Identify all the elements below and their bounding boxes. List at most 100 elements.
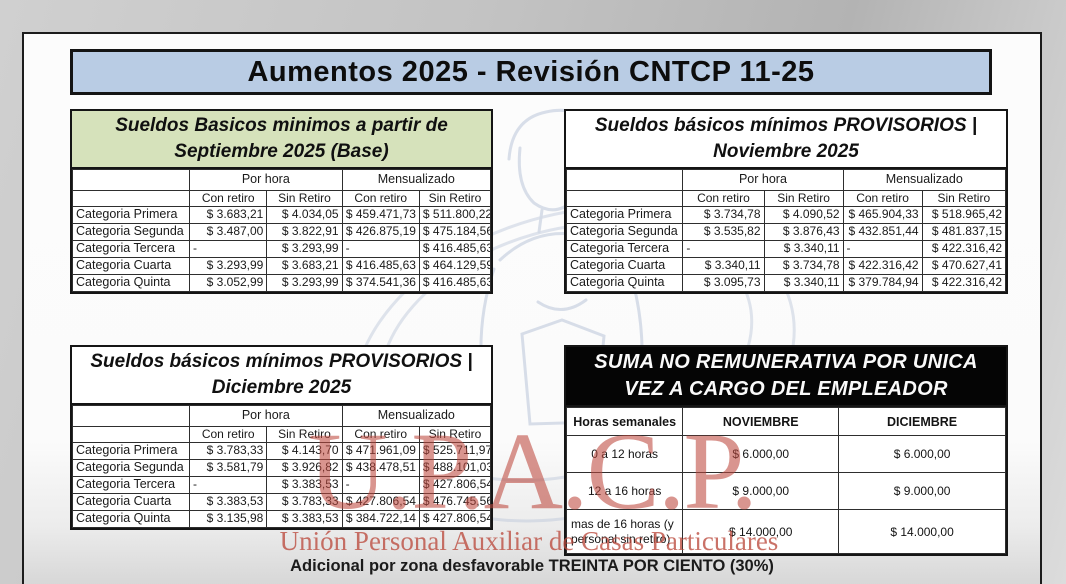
cell: $ 426.875,19 [341, 223, 420, 241]
cell: $ 9.000,00 [838, 472, 1006, 510]
cell: $ 525.711,97 [418, 442, 492, 460]
cell: $ 3.340,11 [682, 257, 765, 275]
cell: $ 379.784,94 [842, 274, 923, 292]
table-base: Sueldos Basicos minimos a partir de Sept… [70, 109, 493, 294]
table-row: 12 a 16 horas $ 9.000,00 $ 9.000,00 [565, 472, 1006, 510]
table-row: Categoria Quinta $ 3.135,98 $ 3.383,53 $… [71, 510, 492, 528]
cell: $ 432.851,44 [842, 223, 923, 241]
header-cell: Por hora [682, 169, 844, 191]
cell: $ 3.293,99 [189, 257, 268, 275]
row-label: Categoria Cuarta [71, 493, 191, 511]
cell: $ 427.806,54 [418, 510, 492, 528]
header-cell: Por hora [189, 405, 343, 427]
cell: $ 3.683,21 [189, 206, 268, 224]
cell: $ 488.101,03 [418, 459, 492, 477]
cell: $ 3.293,99 [266, 274, 343, 292]
header-cell: Sin Retiro [418, 190, 492, 207]
cell: $ 511.800,22 [418, 206, 492, 224]
corner-cell [71, 169, 191, 191]
cell: $ 6.000,00 [838, 435, 1006, 473]
cell: $ 4.034,05 [266, 206, 343, 224]
cell: $ 4.090,52 [763, 206, 844, 224]
header-cell: Sin Retiro [266, 426, 343, 443]
cell: $ 3.487,00 [189, 223, 268, 241]
cell: $ 416.485,63 [341, 257, 420, 275]
cell: $ 422.316,42 [921, 240, 1007, 258]
header-cell: Horas semanales [565, 407, 684, 436]
cell: $ 3.383,53 [266, 476, 343, 494]
cell: $ 3.095,73 [682, 274, 765, 292]
cell: $ 3.340,11 [763, 240, 844, 258]
cell: $ 3.734,78 [682, 206, 765, 224]
header-cell: Con retiro [341, 190, 420, 207]
table-row: Categoria Cuarta $ 3.383,53 $ 3.783,33 $… [71, 493, 492, 511]
corner-cell [565, 190, 684, 207]
cell: $ 9.000,00 [682, 472, 840, 510]
header-cell: Con retiro [189, 426, 268, 443]
cell: $ 3.683,21 [266, 257, 343, 275]
cell: $ 3.052,99 [189, 274, 268, 292]
table-row: 0 a 12 horas $ 6.000,00 $ 6.000,00 [565, 435, 1006, 473]
row-label: Categoria Quinta [71, 510, 191, 528]
cell: $ 3.581,79 [189, 459, 268, 477]
cell: $ 3.783,33 [189, 442, 268, 460]
table-row: mas de 16 horas (y personal sin retiro) … [565, 509, 1006, 554]
table-row: Categoria Quinta $ 3.052,99 $ 3.293,99 $… [71, 274, 492, 292]
table-row: Categoria Primera $ 3.683,21 $ 4.034,05 … [71, 206, 492, 224]
cell: $ 422.316,42 [921, 274, 1007, 292]
table-row: Categoria Segunda $ 3.535,82 $ 3.876,43 … [565, 223, 1007, 241]
row-label: Categoria Segunda [71, 459, 191, 477]
cell: $ 6.000,00 [682, 435, 840, 473]
cell: $ 475.184,56 [418, 223, 492, 241]
cell: $ 384.722,14 [341, 510, 420, 528]
table-row: Categoria Cuarta $ 3.293,99 $ 3.683,21 $… [71, 257, 492, 275]
cell: - [682, 240, 765, 258]
row-label: Categoria Cuarta [565, 257, 684, 275]
header-cell: Con retiro [189, 190, 268, 207]
cell: - [842, 240, 923, 258]
row-label: Categoria Tercera [71, 476, 191, 494]
page: Aumentos 2025 - Revisión CNTCP 11-25 Sue… [22, 32, 1042, 584]
corner-cell [71, 190, 191, 207]
row-label: Categoria Primera [71, 442, 191, 460]
cell: $ 465.904,33 [842, 206, 923, 224]
cell: $ 3.876,43 [763, 223, 844, 241]
cell: - [189, 476, 268, 494]
cell: $ 3.822,91 [266, 223, 343, 241]
table-suma: SUMA NO REMUNERATIVA POR UNICA VEZ A CAR… [564, 345, 1008, 556]
row-label: Categoria Primera [565, 206, 684, 224]
corner-cell [71, 426, 191, 443]
header-cell: Con retiro [842, 190, 923, 207]
header-cell: Con retiro [341, 426, 420, 443]
cell: $ 464.129,59 [418, 257, 492, 275]
footer-note: Adicional por zona desfavorable TREINTA … [290, 557, 774, 575]
percent-badge: 1,3% [71, 405, 191, 427]
row-label: 0 a 12 horas [565, 435, 684, 473]
header-cell: Mensualizado [341, 405, 492, 427]
cell: $ 471.961,09 [341, 442, 420, 460]
cell: $ 3.293,99 [266, 240, 343, 258]
cell: $ 4.143,70 [266, 442, 343, 460]
cell: $ 518.965,42 [921, 206, 1007, 224]
row-label: Categoria Cuarta [71, 257, 191, 275]
cell: - [341, 240, 420, 258]
cell: $ 416.485,63 [418, 274, 492, 292]
cell: $ 416.485,63 [418, 240, 492, 258]
cell: $ 3.383,53 [189, 493, 268, 511]
row-label: Categoria Segunda [565, 223, 684, 241]
cell: - [189, 240, 268, 258]
table-suma-title: SUMA NO REMUNERATIVA POR UNICA VEZ A CAR… [566, 347, 1006, 407]
row-label: Categoria Quinta [71, 274, 191, 292]
cell: $ 476.745,56 [418, 493, 492, 511]
cell: $ 427.806,54 [341, 493, 420, 511]
header-cell: NOVIEMBRE [682, 407, 840, 436]
row-label: Categoria Tercera [565, 240, 684, 258]
row-label: Categoria Quinta [565, 274, 684, 292]
row-label: Categoria Primera [71, 206, 191, 224]
row-label: mas de 16 horas (y personal sin retiro) [565, 509, 684, 554]
cell: - [341, 476, 420, 494]
header-cell: Sin Retiro [266, 190, 343, 207]
cell: $ 422.316,42 [842, 257, 923, 275]
table-row: Categoria Primera $ 3.734,78 $ 4.090,52 … [565, 206, 1007, 224]
